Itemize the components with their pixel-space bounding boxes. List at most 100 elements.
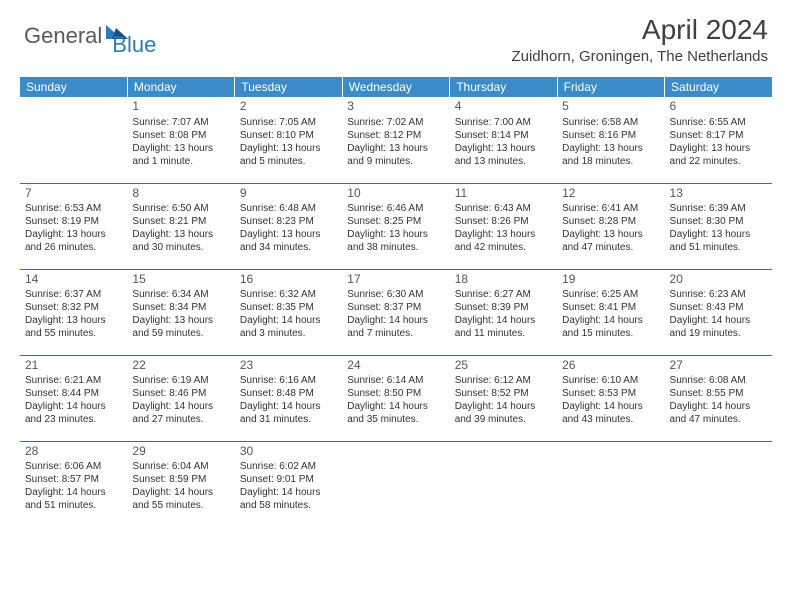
day-number: 10	[347, 186, 444, 202]
day-info-line: Daylight: 13 hours	[670, 142, 767, 155]
day-info-line: Sunset: 8:55 PM	[670, 387, 767, 400]
day-info-line: and 1 minute.	[132, 155, 229, 168]
day-info-line: Sunrise: 6:08 AM	[670, 374, 767, 387]
day-info-line: Sunrise: 6:39 AM	[670, 202, 767, 215]
day-number: 6	[670, 99, 767, 115]
day-info-line: and 30 minutes.	[132, 241, 229, 254]
day-info-line: Sunrise: 6:14 AM	[347, 374, 444, 387]
day-info-line: Sunrise: 6:21 AM	[25, 374, 122, 387]
day-info-line: Sunrise: 6:48 AM	[240, 202, 337, 215]
day-info-line: Daylight: 13 hours	[455, 228, 552, 241]
day-info-line: Daylight: 14 hours	[240, 486, 337, 499]
day-number: 8	[132, 186, 229, 202]
day-info-line: Sunset: 8:48 PM	[240, 387, 337, 400]
day-info-line: Daylight: 14 hours	[562, 400, 659, 413]
day-info-line: and 13 minutes.	[455, 155, 552, 168]
day-number: 13	[670, 186, 767, 202]
day-info-line: Daylight: 13 hours	[240, 142, 337, 155]
day-info-line: Sunrise: 6:06 AM	[25, 460, 122, 473]
calendar-day-cell: 7Sunrise: 6:53 AMSunset: 8:19 PMDaylight…	[20, 183, 127, 269]
calendar-day-cell: 14Sunrise: 6:37 AMSunset: 8:32 PMDayligh…	[20, 269, 127, 355]
day-number: 27	[670, 358, 767, 374]
calendar-day-cell	[342, 441, 449, 527]
day-info-line: Sunset: 8:35 PM	[240, 301, 337, 314]
calendar-table: SundayMondayTuesdayWednesdayThursdayFrid…	[20, 77, 772, 527]
day-info-line: Sunset: 8:12 PM	[347, 129, 444, 142]
day-info-line: Sunrise: 7:05 AM	[240, 116, 337, 129]
day-info-line: Daylight: 13 hours	[670, 228, 767, 241]
day-info-line: Daylight: 14 hours	[670, 400, 767, 413]
day-number: 14	[25, 272, 122, 288]
day-info-line: and 58 minutes.	[240, 499, 337, 512]
day-info-line: Sunrise: 6:32 AM	[240, 288, 337, 301]
day-number: 20	[670, 272, 767, 288]
weekday-header: Wednesday	[342, 77, 449, 97]
day-info-line: Sunset: 8:43 PM	[670, 301, 767, 314]
day-info-line: Sunset: 8:46 PM	[132, 387, 229, 400]
day-number: 4	[455, 99, 552, 115]
day-number: 17	[347, 272, 444, 288]
day-info-line: Daylight: 13 hours	[562, 228, 659, 241]
calendar-day-cell: 19Sunrise: 6:25 AMSunset: 8:41 PMDayligh…	[557, 269, 664, 355]
calendar-day-cell	[557, 441, 664, 527]
day-info-line: and 26 minutes.	[25, 241, 122, 254]
day-number: 5	[562, 99, 659, 115]
day-info-line: Daylight: 14 hours	[562, 314, 659, 327]
weekday-header: Monday	[127, 77, 234, 97]
day-info-line: Sunrise: 7:02 AM	[347, 116, 444, 129]
day-info-line: and 34 minutes.	[240, 241, 337, 254]
calendar-day-cell: 11Sunrise: 6:43 AMSunset: 8:26 PMDayligh…	[450, 183, 557, 269]
day-info-line: Sunset: 8:16 PM	[562, 129, 659, 142]
weekday-header: Saturday	[665, 77, 772, 97]
day-number: 16	[240, 272, 337, 288]
calendar-day-cell	[450, 441, 557, 527]
calendar-day-cell: 21Sunrise: 6:21 AMSunset: 8:44 PMDayligh…	[20, 355, 127, 441]
day-info-line: and 23 minutes.	[25, 413, 122, 426]
calendar-week-row: 21Sunrise: 6:21 AMSunset: 8:44 PMDayligh…	[20, 355, 772, 441]
weekday-header: Friday	[557, 77, 664, 97]
day-info-line: Sunset: 8:25 PM	[347, 215, 444, 228]
calendar-day-cell: 25Sunrise: 6:12 AMSunset: 8:52 PMDayligh…	[450, 355, 557, 441]
day-info-line: and 18 minutes.	[562, 155, 659, 168]
day-info-line: Sunset: 8:44 PM	[25, 387, 122, 400]
day-info-line: Sunrise: 6:30 AM	[347, 288, 444, 301]
day-info-line: Daylight: 13 hours	[347, 142, 444, 155]
day-info-line: Sunset: 8:52 PM	[455, 387, 552, 400]
day-info-line: Sunset: 8:32 PM	[25, 301, 122, 314]
day-info-line: Daylight: 14 hours	[25, 400, 122, 413]
day-info-line: and 7 minutes.	[347, 327, 444, 340]
day-info-line: Daylight: 13 hours	[132, 142, 229, 155]
calendar-day-cell: 13Sunrise: 6:39 AMSunset: 8:30 PMDayligh…	[665, 183, 772, 269]
calendar-body: 1Sunrise: 7:07 AMSunset: 8:08 PMDaylight…	[20, 97, 772, 527]
day-info-line: and 55 minutes.	[25, 327, 122, 340]
day-number: 9	[240, 186, 337, 202]
day-number: 28	[25, 444, 122, 460]
calendar-day-cell: 8Sunrise: 6:50 AMSunset: 8:21 PMDaylight…	[127, 183, 234, 269]
day-info-line: and 38 minutes.	[347, 241, 444, 254]
day-info-line: Daylight: 13 hours	[132, 314, 229, 327]
day-info-line: Sunset: 8:10 PM	[240, 129, 337, 142]
day-info-line: Sunrise: 6:46 AM	[347, 202, 444, 215]
calendar-day-cell: 3Sunrise: 7:02 AMSunset: 8:12 PMDaylight…	[342, 97, 449, 183]
day-info-line: Sunset: 8:19 PM	[25, 215, 122, 228]
day-info-line: and 59 minutes.	[132, 327, 229, 340]
day-info-line: Sunset: 8:41 PM	[562, 301, 659, 314]
day-info-line: Sunrise: 6:53 AM	[25, 202, 122, 215]
day-number: 26	[562, 358, 659, 374]
calendar-day-cell: 18Sunrise: 6:27 AMSunset: 8:39 PMDayligh…	[450, 269, 557, 355]
day-info-line: and 11 minutes.	[455, 327, 552, 340]
day-info-line: Sunrise: 6:12 AM	[455, 374, 552, 387]
day-info-line: Sunset: 8:08 PM	[132, 129, 229, 142]
day-number: 1	[132, 99, 229, 115]
calendar-day-cell: 17Sunrise: 6:30 AMSunset: 8:37 PMDayligh…	[342, 269, 449, 355]
day-info-line: Sunset: 8:21 PM	[132, 215, 229, 228]
calendar-week-row: 1Sunrise: 7:07 AMSunset: 8:08 PMDaylight…	[20, 97, 772, 183]
day-number: 19	[562, 272, 659, 288]
logo-text-1: General	[24, 23, 102, 49]
day-info-line: and 55 minutes.	[132, 499, 229, 512]
calendar-day-cell: 5Sunrise: 6:58 AMSunset: 8:16 PMDaylight…	[557, 97, 664, 183]
day-info-line: Sunset: 8:17 PM	[670, 129, 767, 142]
day-info-line: Sunrise: 6:10 AM	[562, 374, 659, 387]
calendar-day-cell: 26Sunrise: 6:10 AMSunset: 8:53 PMDayligh…	[557, 355, 664, 441]
day-number: 24	[347, 358, 444, 374]
